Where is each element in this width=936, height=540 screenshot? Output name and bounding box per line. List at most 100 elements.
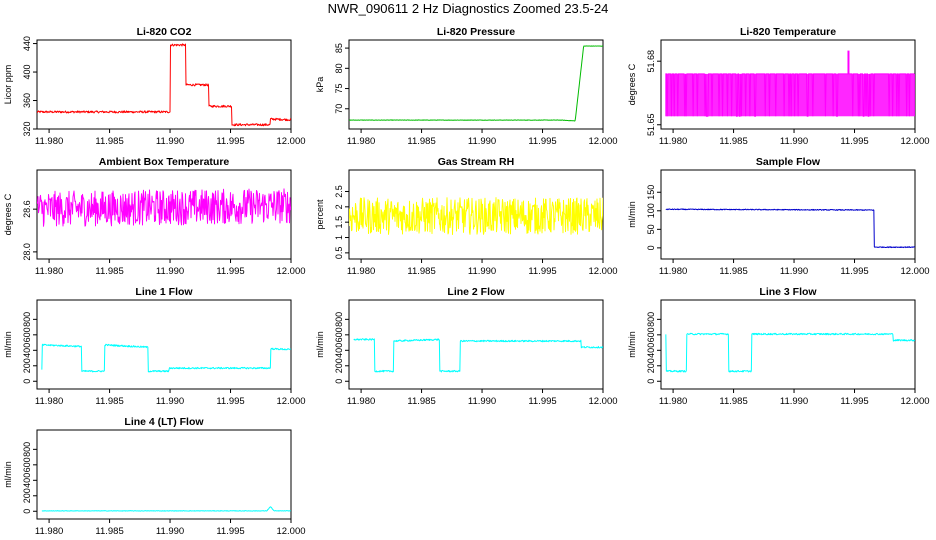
x-tick-label: 11.980 [347, 136, 375, 147]
x-tick-label: 11.990 [780, 136, 808, 147]
x-tick-label: 12.000 [276, 396, 305, 407]
chart-title: Li-820 CO2 [137, 26, 192, 38]
y-axis-label: percent [315, 199, 325, 230]
y-tick-label: 600 [334, 327, 344, 342]
y-tick-label: 400 [22, 343, 32, 358]
series-line [37, 43, 291, 127]
series-line [665, 208, 915, 249]
data-series [41, 506, 291, 512]
x-tick-label: 12.000 [276, 526, 305, 537]
x-tick-label: 12.000 [276, 136, 305, 147]
x-tick-label: 11.995 [216, 266, 244, 277]
y-tick-label: 320 [22, 121, 32, 136]
y-tick-label: 70 [334, 104, 344, 114]
x-tick-label: 11.985 [95, 396, 123, 407]
plot-frame [660, 299, 916, 390]
plot-frame [36, 169, 292, 260]
x-tick-label: 11.995 [528, 266, 556, 277]
x-tick-label: 11.980 [659, 136, 687, 147]
x-tick-label: 11.985 [719, 266, 747, 277]
x-tick-label: 11.990 [468, 396, 496, 407]
series-line [349, 197, 603, 235]
y-tick-label: 51.68 [646, 50, 656, 73]
chart-panel-6: Sample Flow 11.980 11.985 11.990 11.995 12.00… [627, 156, 930, 277]
series-line [349, 45, 603, 122]
data-series [665, 208, 915, 249]
y-tick-label: 28.0 [22, 243, 32, 261]
y-tick-label: 1.5 [334, 216, 344, 229]
x-tick-label: 11.990 [156, 526, 184, 537]
y-tick-label: 80 [334, 63, 344, 73]
y-axis-label: Licor ppm [3, 65, 13, 105]
x-tick-label: 12.000 [276, 266, 305, 277]
chart-panel-4: Ambient Box Temperature 11.980 11.985 11.99… [3, 156, 306, 277]
data-series [37, 43, 291, 127]
chart-title: Line 2 Flow [447, 286, 505, 298]
x-tick-label: 11.985 [95, 136, 123, 147]
series-line [41, 343, 291, 373]
y-tick-label: 50 [646, 224, 656, 234]
y-tick-label: 360 [22, 93, 32, 108]
x-tick-label: 11.990 [156, 266, 184, 277]
x-tick-label: 11.995 [216, 396, 244, 407]
y-tick-label: 28.6 [22, 200, 32, 218]
plot-frame [36, 39, 292, 130]
y-tick-label: 400 [646, 343, 656, 358]
y-axis-label: ml/min [627, 201, 637, 228]
data-series [665, 332, 915, 373]
y-tick-label: 75 [334, 84, 344, 94]
y-axis-label: degrees C [627, 63, 637, 105]
plot-frame [348, 299, 604, 390]
y-tick-label: 85 [334, 43, 344, 53]
series-line [41, 506, 291, 512]
series-line [353, 338, 603, 373]
y-tick-label: 150 [646, 185, 656, 200]
chart-panel-3: Li-820 Temperature 11.980 11.985 11.990 11.9… [627, 26, 930, 147]
chart-panel-7: Line 1 Flow 11.980 11.985 11.990 11.995 12.00… [3, 286, 306, 407]
x-tick-label: 11.995 [528, 136, 556, 147]
x-tick-label: 11.980 [35, 266, 63, 277]
plot-frame [36, 429, 292, 520]
chart-panel-8: Line 2 Flow 11.980 11.985 11.990 11.995 12.00… [315, 286, 618, 407]
data-series [665, 50, 915, 117]
x-tick-label: 11.980 [347, 396, 375, 407]
series-line [665, 73, 915, 117]
y-tick-label: 800 [646, 312, 656, 327]
chart-panel-2: Li-820 Pressure 11.980 11.985 11.990 11.995 1… [315, 26, 618, 147]
y-tick-label: 0.5 [334, 247, 344, 260]
chart-title: Li-820 Pressure [437, 26, 515, 38]
y-tick-label: 0 [22, 379, 32, 384]
x-tick-label: 11.995 [840, 396, 868, 407]
y-tick-label: 800 [22, 442, 32, 457]
x-tick-label: 12.000 [900, 396, 929, 407]
x-tick-label: 11.980 [35, 526, 63, 537]
x-tick-label: 11.980 [347, 266, 375, 277]
y-tick-label: 200 [22, 488, 32, 503]
series-line [37, 188, 291, 227]
y-tick-label: 440 [22, 36, 32, 51]
y-tick-label: 0 [646, 379, 656, 384]
y-axis-label: kPa [315, 77, 325, 93]
figure-title: NWR_090611 2 Hz Diagnostics Zoomed 23.5-… [327, 1, 609, 16]
x-tick-label: 12.000 [588, 136, 617, 147]
y-tick-label: 400 [22, 473, 32, 488]
x-tick-label: 11.990 [156, 136, 184, 147]
y-axis-label: ml/min [3, 331, 13, 358]
x-tick-label: 11.980 [659, 396, 687, 407]
x-tick-label: 11.985 [407, 136, 435, 147]
chart-title: Sample Flow [756, 156, 821, 168]
y-tick-label: 200 [22, 358, 32, 373]
y-tick-label: 600 [22, 457, 32, 472]
y-axis-label: ml/min [315, 331, 325, 358]
y-tick-label: 0 [334, 379, 344, 384]
x-tick-label: 12.000 [900, 136, 929, 147]
chart-panel-9: Line 3 Flow 11.980 11.985 11.990 11.995 12.00… [627, 286, 930, 407]
plot-frame [348, 39, 604, 130]
x-tick-label: 11.980 [659, 266, 687, 277]
chart-title: Li-820 Temperature [740, 26, 836, 38]
y-tick-label: 0 [22, 509, 32, 514]
x-tick-label: 12.000 [900, 266, 929, 277]
series-line [665, 332, 915, 373]
x-tick-label: 11.990 [156, 396, 184, 407]
